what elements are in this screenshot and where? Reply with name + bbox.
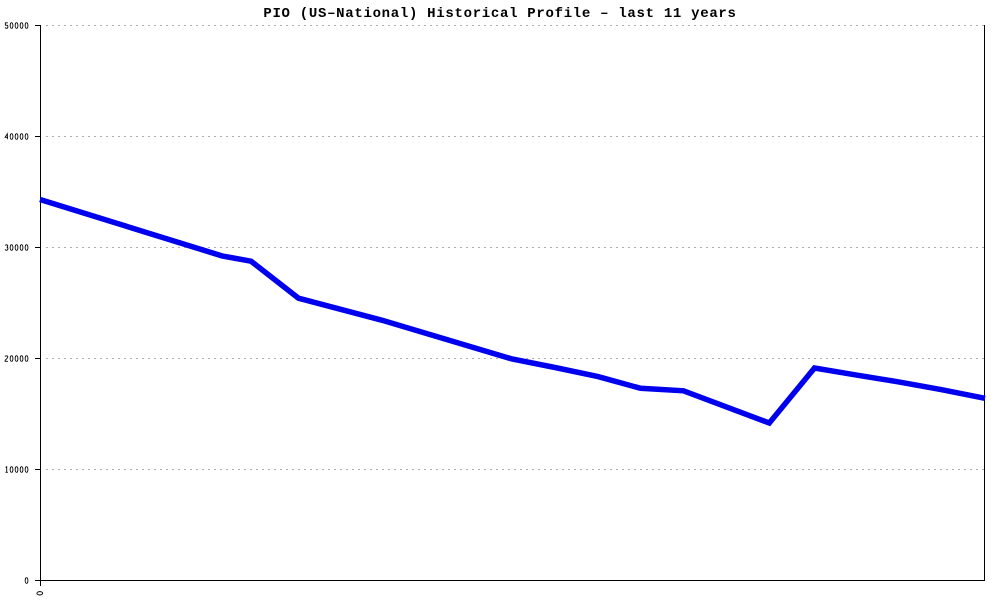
svg-text:PIO (US–National) Historical P: PIO (US–National) Historical Profile – l… bbox=[263, 6, 736, 22]
